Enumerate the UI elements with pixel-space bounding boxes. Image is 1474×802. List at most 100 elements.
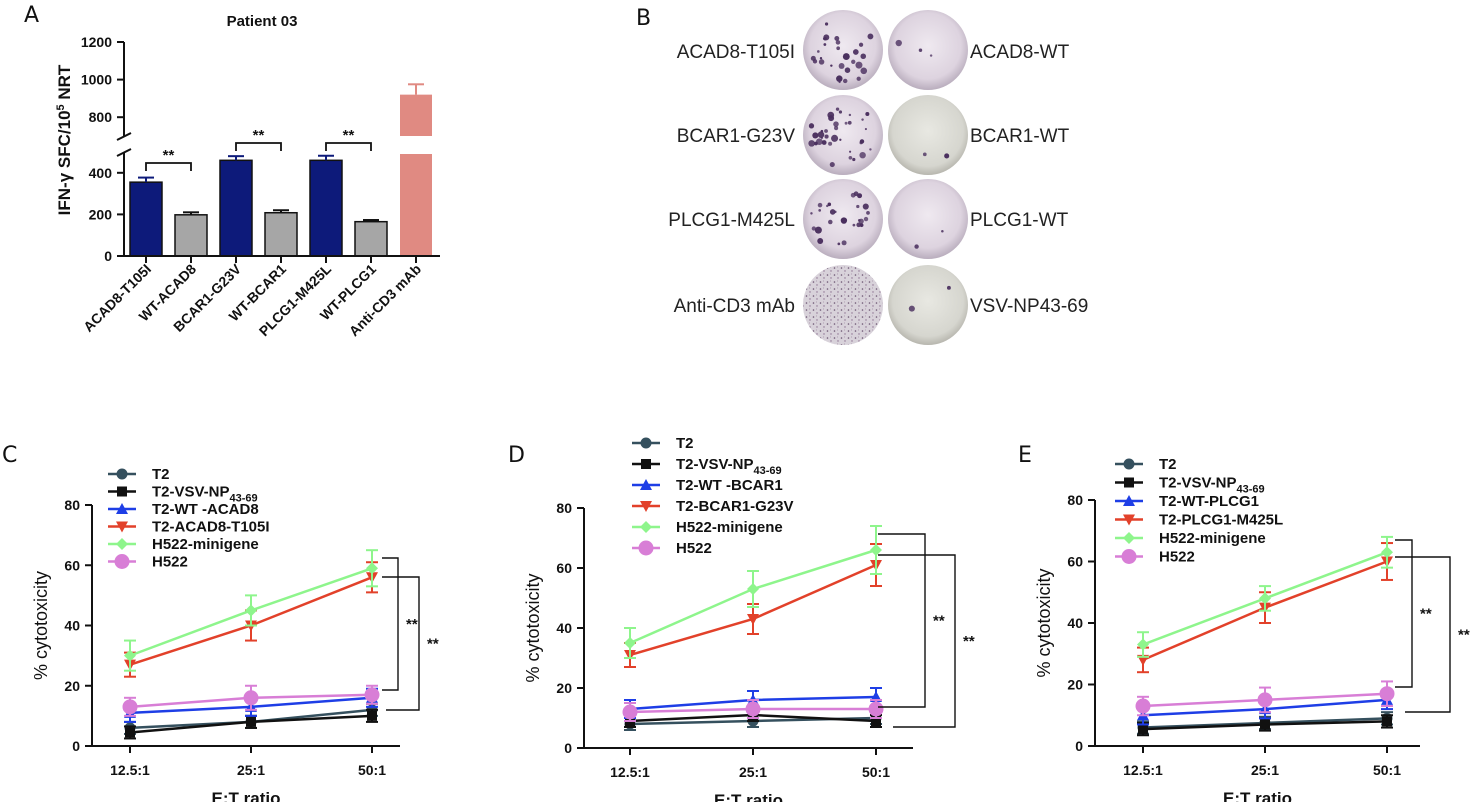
chart-a-xtick-label: ACAD8-T105I bbox=[80, 261, 154, 335]
chart-a-title: Patient 03 bbox=[227, 13, 298, 30]
spot bbox=[810, 55, 816, 61]
data-point bbox=[871, 716, 881, 726]
data-point bbox=[745, 701, 761, 717]
spot bbox=[828, 141, 833, 146]
spot bbox=[830, 64, 833, 67]
significance-label: ** bbox=[406, 616, 418, 633]
spot bbox=[834, 35, 840, 41]
legend-label: H522-minigene bbox=[152, 536, 259, 553]
spot bbox=[829, 209, 836, 215]
legend-marker bbox=[114, 554, 130, 569]
ytick-label: 60 bbox=[64, 557, 80, 573]
significance-bracket bbox=[235, 142, 282, 151]
legend-marker bbox=[641, 459, 651, 469]
spot bbox=[867, 33, 874, 40]
spot bbox=[834, 126, 839, 131]
spot bbox=[859, 139, 865, 144]
spot bbox=[817, 202, 823, 208]
data-point bbox=[868, 701, 884, 717]
bar-wt-plcg1 bbox=[354, 220, 388, 257]
y-axis-label: % cytotoxicity bbox=[1034, 568, 1054, 677]
legend-label: T2 bbox=[152, 466, 170, 483]
xtick-label: 50:1 bbox=[358, 762, 386, 778]
legend-marker bbox=[116, 468, 128, 480]
xtick-label: 25:1 bbox=[237, 762, 265, 778]
well-anti-cd3 bbox=[803, 265, 883, 345]
spot bbox=[808, 123, 815, 129]
spot bbox=[944, 153, 950, 159]
spot bbox=[941, 230, 944, 233]
spot bbox=[824, 134, 829, 139]
chart-a-ylabel: IFN-γ SFC/105 NRT bbox=[55, 64, 74, 215]
significance-label: ** bbox=[343, 127, 355, 144]
well-vsv-np43-69 bbox=[888, 265, 968, 345]
spot bbox=[848, 113, 852, 117]
spot bbox=[844, 67, 851, 73]
elispot-panel: ACAD8-T105I ACAD8-WT BCAR1-G23V BCAR1-WT… bbox=[668, 10, 1088, 345]
spot bbox=[824, 129, 828, 133]
data-point bbox=[624, 637, 636, 649]
spot bbox=[823, 43, 827, 46]
well-label-vsv-np43-69: VSV-NP43-69 bbox=[970, 296, 1088, 317]
legend-marker bbox=[117, 486, 127, 497]
spot bbox=[852, 157, 856, 162]
spot bbox=[855, 61, 863, 69]
spot bbox=[812, 132, 819, 139]
data-point bbox=[1381, 546, 1393, 559]
xtick-label: 12.5:1 bbox=[1123, 762, 1163, 778]
significance-label: ** bbox=[163, 147, 175, 164]
chart-a-axis-break-top bbox=[116, 132, 132, 141]
legend-label: T2-WT-PLCG1 bbox=[1159, 493, 1259, 510]
x-axis-label: E:T ratio bbox=[714, 791, 783, 802]
spot bbox=[839, 138, 842, 141]
data-point bbox=[1382, 716, 1392, 727]
chart-a-ytick-label: 400 bbox=[89, 165, 113, 181]
ytick-label: 40 bbox=[64, 618, 80, 634]
xtick-label: 12.5:1 bbox=[110, 762, 150, 778]
legend-marker bbox=[116, 538, 128, 550]
significance-label: ** bbox=[1420, 606, 1432, 623]
significance-bracket bbox=[325, 142, 372, 151]
spot bbox=[817, 238, 824, 244]
spot bbox=[929, 54, 933, 57]
well-label-anti-cd3: Anti-CD3 mAb bbox=[674, 296, 795, 317]
data-point bbox=[243, 690, 259, 706]
ytick-label: 40 bbox=[556, 620, 572, 636]
data-point bbox=[1257, 692, 1273, 708]
spot bbox=[816, 138, 823, 146]
xtick-label: 12.5:1 bbox=[610, 764, 650, 780]
y-axis-label: % cytotoxicity bbox=[31, 571, 51, 680]
spot bbox=[861, 118, 864, 121]
legend-label: T2-ACAD8-T105I bbox=[152, 519, 270, 536]
well-plcg1-wt bbox=[888, 179, 968, 259]
spot bbox=[864, 127, 867, 131]
legend-marker bbox=[640, 501, 652, 512]
chart-c: 0 20 40 60 80 12.5:1 25:1 50:1 E:T ratio % cytoto… bbox=[31, 466, 439, 802]
spot bbox=[848, 155, 853, 160]
legend-label: T2-PLCG1-M425L bbox=[1159, 512, 1283, 529]
xtick-label: 25:1 bbox=[739, 764, 767, 780]
data-point bbox=[367, 710, 377, 721]
series-h522 bbox=[1135, 680, 1395, 717]
legend-marker bbox=[116, 503, 128, 514]
legend-marker bbox=[1124, 477, 1134, 488]
legend-label: T2-VSV-NP43-69 bbox=[676, 456, 782, 477]
significance-bracket bbox=[1395, 556, 1451, 713]
data-point bbox=[1135, 698, 1151, 714]
xtick-label: 50:1 bbox=[1373, 762, 1401, 778]
chart-a-ytick-label: 1200 bbox=[81, 34, 112, 50]
spot bbox=[808, 140, 815, 147]
panel-label-a: A bbox=[24, 3, 39, 28]
spot bbox=[819, 56, 823, 60]
bar-anti-cd3 mab bbox=[400, 154, 432, 256]
series-t2-acad8-t105i bbox=[124, 561, 378, 678]
legend-marker bbox=[1123, 532, 1135, 544]
spot bbox=[817, 50, 820, 53]
spot bbox=[835, 40, 841, 45]
well-bcar1-wt bbox=[888, 95, 968, 175]
series-h522-minigene bbox=[624, 525, 882, 659]
well-row-2: BCAR1-G23V BCAR1-WT bbox=[677, 95, 1070, 175]
spot bbox=[836, 75, 843, 82]
ytick-label: 40 bbox=[1067, 615, 1083, 631]
x-axis-label: E:T ratio bbox=[1223, 789, 1292, 802]
